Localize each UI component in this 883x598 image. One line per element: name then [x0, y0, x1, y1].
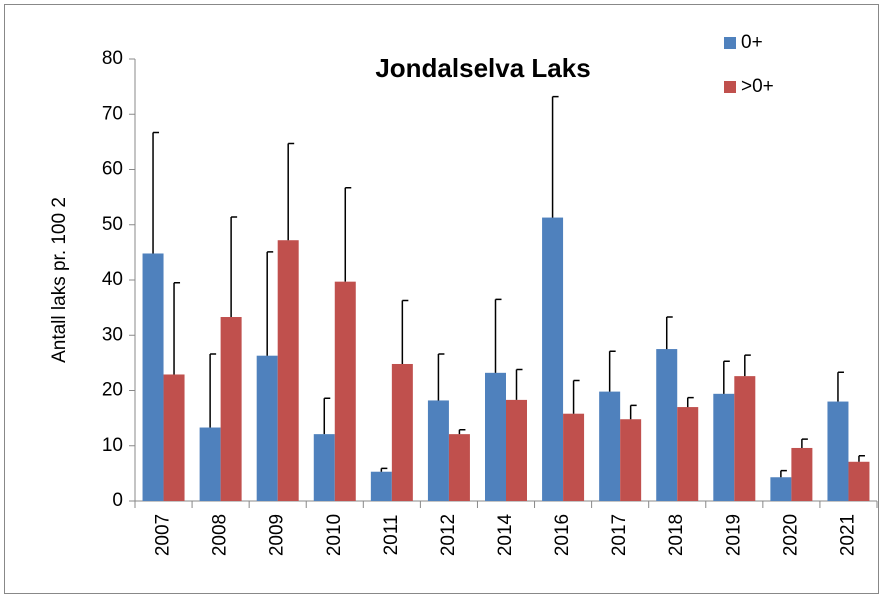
legend-label: >0+ [741, 76, 774, 97]
error-bar [572, 379, 580, 414]
bar [677, 407, 699, 501]
y-tick-label: 0 [112, 490, 123, 511]
bar [656, 349, 678, 501]
y-tick-label: 10 [102, 435, 123, 456]
bar [542, 217, 564, 501]
error-bar [173, 282, 181, 375]
bar [770, 477, 792, 501]
y-tick-label: 60 [102, 159, 123, 180]
bar [563, 413, 585, 501]
error-bar [551, 95, 559, 218]
x-tick-label: 2019 [723, 514, 744, 556]
bar [163, 374, 185, 501]
x-tick-label: 2012 [438, 514, 459, 556]
x-tick-label: 2020 [780, 514, 801, 556]
bar [391, 363, 413, 501]
bar [220, 317, 242, 501]
bar [620, 419, 642, 501]
error-bar [266, 251, 274, 356]
x-tick-label: 2017 [609, 514, 630, 556]
error-bar [152, 131, 160, 254]
y-tick-label: 20 [102, 380, 123, 401]
error-bar [744, 354, 751, 377]
legend-swatch [724, 37, 736, 49]
error-bar [665, 316, 673, 350]
bar [485, 372, 506, 501]
x-tick-label: 2007 [153, 514, 174, 556]
bar [199, 427, 221, 501]
bar [448, 434, 470, 501]
bar [791, 447, 813, 501]
error-bar [494, 298, 502, 373]
bar [334, 281, 356, 501]
bar [370, 471, 392, 501]
error-bar [837, 371, 844, 402]
x-tick-label: 2018 [666, 514, 687, 556]
x-tick-label: 2011 [381, 515, 402, 556]
bar [256, 355, 278, 501]
x-tick-label: 2009 [267, 514, 288, 556]
error-bar [515, 368, 523, 400]
y-tick-label: 80 [102, 48, 123, 69]
y-tick-label: 40 [102, 269, 123, 290]
bar [827, 401, 849, 501]
error-bar [230, 216, 238, 318]
bar [506, 399, 527, 501]
bar [713, 393, 735, 501]
bar [848, 461, 870, 501]
bar [734, 376, 756, 501]
bar [427, 400, 449, 501]
error-bar [344, 186, 352, 282]
legend-swatch [724, 81, 736, 93]
y-axis-label: Antall laks pr. 100 2 [49, 197, 70, 363]
error-bar [686, 396, 694, 408]
error-bar [723, 360, 730, 394]
error-bar [780, 469, 787, 478]
error-bar [401, 299, 409, 364]
y-tick-label: 30 [102, 324, 123, 345]
y-tick-label: 50 [102, 214, 123, 235]
legend-label: 0+ [741, 32, 763, 53]
bar [599, 391, 621, 501]
error-bar [287, 142, 295, 241]
error-bar [323, 397, 331, 435]
error-bar [437, 353, 445, 401]
error-bar [458, 428, 466, 435]
x-tick-label: 2021 [837, 514, 858, 556]
x-tick-label: 2010 [324, 514, 345, 556]
x-tick-label: 2014 [495, 513, 516, 556]
error-bar [629, 404, 637, 420]
y-tick-label: 70 [102, 103, 123, 124]
bar [313, 434, 335, 501]
x-tick-label: 2008 [210, 514, 231, 556]
error-bar [209, 353, 217, 428]
chart-title: Jondalselva Laks [375, 53, 590, 83]
error-bar [801, 438, 808, 448]
bar [277, 240, 299, 501]
error-bar [608, 350, 616, 392]
x-tick-label: 2016 [552, 514, 573, 556]
error-bar [858, 454, 865, 462]
bar [142, 253, 164, 501]
error-bar [380, 467, 388, 472]
